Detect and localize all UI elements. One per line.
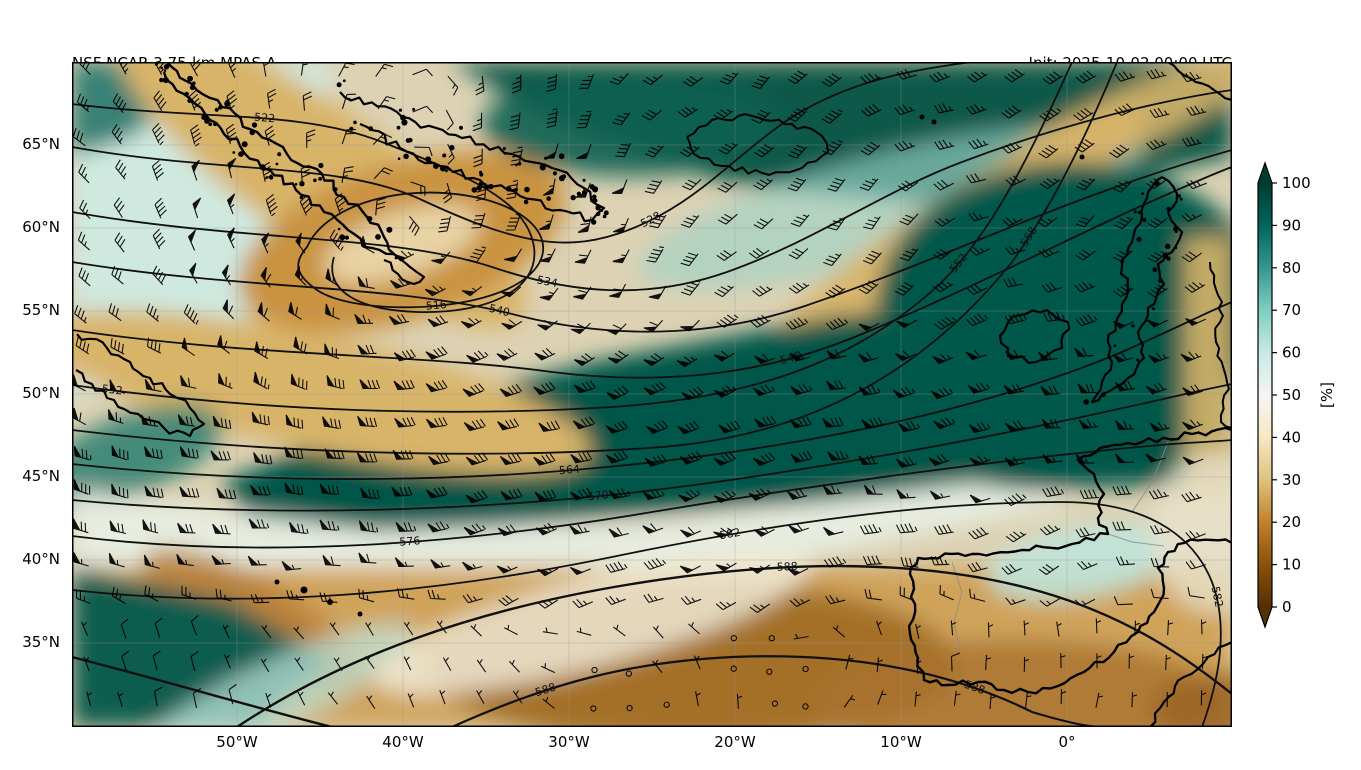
contour-label: 534	[536, 273, 559, 290]
colorbar-upper-arrow	[1258, 163, 1272, 183]
colorbar-tick-label: 60	[1282, 344, 1301, 362]
x-tick-label: 10°W	[880, 733, 922, 751]
y-tick-label: 55°N	[22, 301, 60, 319]
contour-label: 522	[254, 111, 276, 126]
contour-label: 564	[558, 463, 580, 478]
contour-label: 570	[587, 488, 609, 503]
y-tick-label: 45°N	[22, 467, 60, 485]
map-layers: 5165225285345405465525525585645705765825…	[72, 62, 1232, 727]
colorbar-tick-label: 100	[1282, 174, 1311, 192]
x-tick-label: 50°W	[216, 733, 258, 751]
x-tick-label: 0°	[1058, 733, 1076, 751]
colorbar-gradient	[1258, 183, 1272, 607]
coastlines-layer	[75, 62, 1232, 727]
y-tick-label: 60°N	[22, 218, 60, 236]
colorbar-tick-label: 90	[1282, 216, 1301, 234]
y-tick-label: 65°N	[22, 135, 60, 153]
map-plot: 5165225285345405465525525585645705765825…	[72, 62, 1232, 727]
contour-label: 546	[779, 349, 803, 367]
contour-label: 588	[533, 680, 557, 699]
colorbar-ticks	[1272, 182, 1277, 608]
humidity-shading-layer	[72, 62, 1232, 727]
colorbar-unit-label: [%]	[1318, 382, 1336, 408]
y-tick-label: 35°N	[22, 633, 60, 651]
plot-frame	[72, 62, 1232, 727]
colorbar-tick-label: 70	[1282, 301, 1301, 319]
contour-label: 576	[399, 534, 421, 549]
contour-label: 540	[488, 302, 511, 319]
x-tick-label: 40°W	[382, 733, 424, 751]
y-tick-label: 50°N	[22, 384, 60, 402]
x-tick-label: 20°W	[714, 733, 756, 751]
colorbar-tick-label: 20	[1282, 513, 1301, 531]
colorbar-tick-label: 0	[1282, 598, 1292, 616]
country-borders-layer	[951, 441, 1169, 651]
colorbar-tick-label: 40	[1282, 428, 1301, 446]
wind-barbs-layer	[72, 62, 1208, 712]
colorbar-tick-label: 10	[1282, 556, 1301, 574]
x-tick-label: 30°W	[548, 733, 590, 751]
colorbar-tick-label: 30	[1282, 471, 1301, 489]
colorbar-tick-label: 80	[1282, 259, 1301, 277]
y-tick-label: 40°N	[22, 550, 60, 568]
colorbar-tick-label: 50	[1282, 386, 1301, 404]
colorbar-lower-arrow	[1258, 607, 1272, 627]
contour-label: 582	[1209, 585, 1226, 608]
contour-label: 516	[425, 298, 447, 313]
